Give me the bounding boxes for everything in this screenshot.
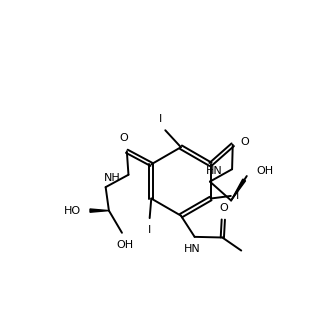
Text: OH: OH bbox=[257, 166, 274, 176]
Text: OH: OH bbox=[117, 240, 134, 250]
Text: I: I bbox=[236, 191, 239, 201]
Text: O: O bbox=[220, 203, 228, 213]
Polygon shape bbox=[90, 209, 109, 212]
Text: HO: HO bbox=[64, 206, 81, 215]
Text: HN: HN bbox=[184, 244, 200, 254]
Text: I: I bbox=[148, 225, 151, 235]
Polygon shape bbox=[231, 179, 245, 200]
Text: I: I bbox=[159, 114, 162, 124]
Text: HN: HN bbox=[206, 166, 222, 176]
Text: NH: NH bbox=[104, 173, 120, 183]
Text: O: O bbox=[240, 137, 249, 147]
Text: O: O bbox=[119, 133, 128, 143]
